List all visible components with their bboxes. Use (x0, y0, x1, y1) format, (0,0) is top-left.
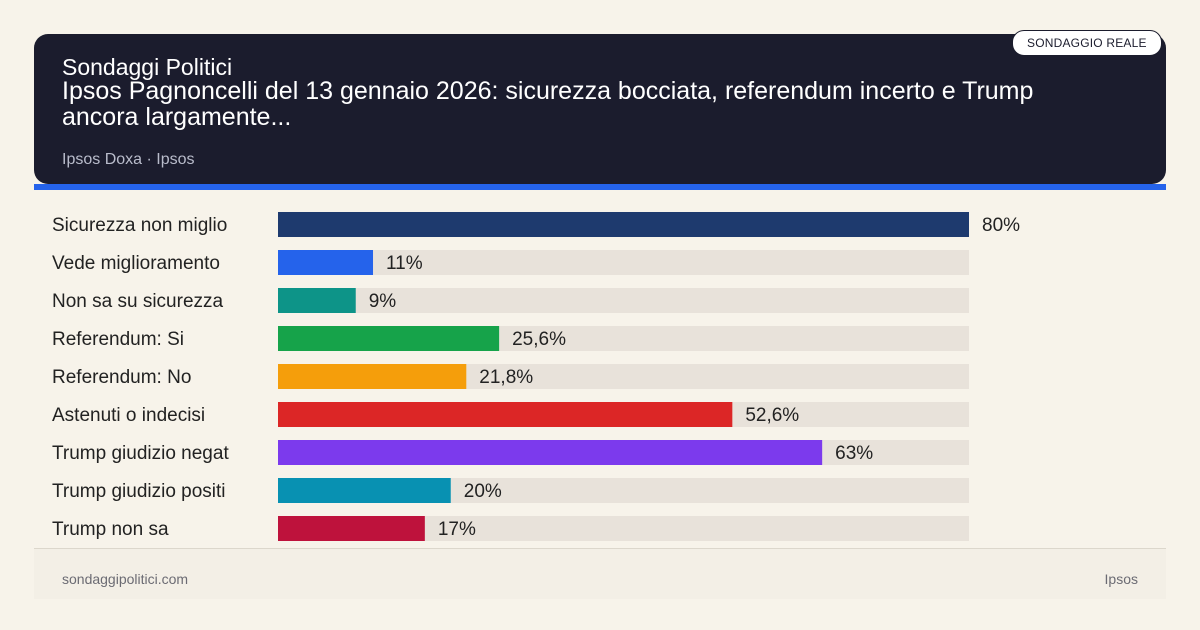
bar (278, 250, 374, 275)
bar (278, 402, 733, 427)
value-label: 25,6% (512, 329, 566, 350)
poll-title: Ipsos Pagnoncelli del 13 gennaio 2026: s… (62, 77, 1034, 131)
category-label: Referendum: No (52, 367, 191, 388)
value-label: 11% (386, 253, 423, 274)
bar (278, 326, 500, 351)
bar-track (278, 250, 969, 275)
category-label: Trump giudizio negat (52, 443, 229, 464)
footer-source: Ipsos (1104, 571, 1138, 587)
value-label: 63% (835, 443, 873, 464)
footer-site: sondaggipolitici.com (62, 571, 189, 587)
real-poll-badge: SONDAGGIO REALE (1012, 30, 1162, 56)
poll-card: Sondaggi Politici Ipsos Pagnoncelli del … (34, 30, 1166, 599)
value-label: 9% (369, 291, 397, 312)
bar-track (278, 288, 969, 313)
category-label: Vede miglioramento (52, 253, 220, 274)
category-label: Referendum: Si (52, 329, 184, 350)
footer: sondaggipolitici.com Ipsos (34, 548, 1166, 599)
category-label: Sicurezza non miglio (52, 215, 227, 236)
bar (278, 516, 425, 541)
poll-source: Ipsos Doxa · Ipsos (62, 151, 195, 168)
header: Sondaggi Politici Ipsos Pagnoncelli del … (34, 34, 1166, 184)
bar (278, 440, 823, 465)
value-label: 17% (438, 519, 476, 540)
category-label: Astenuti o indecisi (52, 405, 205, 426)
bar (278, 364, 467, 389)
bar (278, 288, 356, 313)
bar (278, 212, 969, 237)
category-label: Trump giudizio positi (52, 481, 226, 502)
value-label: 80% (982, 215, 1020, 236)
value-label: 20% (464, 481, 502, 502)
value-label: 21,8% (479, 367, 533, 388)
header-accent-bar (34, 184, 1166, 190)
bar-chart: Sicurezza non miglio 80% Vede migliorament… (52, 212, 1020, 541)
value-label: 52,6% (745, 405, 799, 426)
category-label: Trump non sa (52, 519, 169, 540)
bar (278, 478, 451, 503)
category-label: Non sa su sicurezza (52, 291, 224, 312)
brand-name: Sondaggi Politici (62, 54, 233, 80)
